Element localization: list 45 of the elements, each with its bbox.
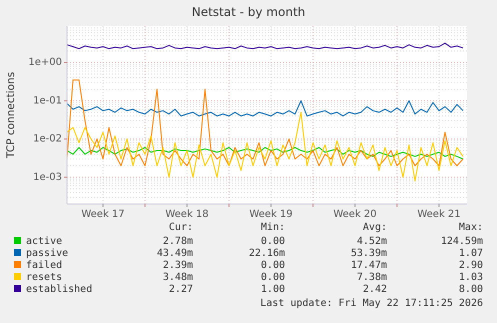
text: 7.38m: [356, 272, 387, 283]
text: 2.90: [458, 260, 483, 271]
y-tick-label: 1e-03: [33, 172, 62, 183]
text: 1.07: [458, 248, 483, 259]
y-tick-label: 1e-01: [33, 95, 62, 106]
text: 1.00: [260, 284, 285, 295]
text: 43.49m: [156, 248, 193, 259]
y-axis-title: TCP connections: [5, 72, 17, 160]
text: 22.16m: [248, 248, 285, 259]
line-series: [66, 79, 464, 166]
text: Last update: Fri May 22 17:11:25 2026: [260, 298, 483, 309]
legend-label: passive: [26, 248, 68, 259]
text: Avg:: [362, 222, 387, 233]
text: 1.03: [458, 272, 483, 283]
text: 0.00: [260, 272, 285, 283]
legend-label: resets: [26, 272, 62, 283]
x-tick-label: Week 21: [417, 209, 461, 220]
text: 0.00: [260, 260, 285, 271]
x-tick-label: Week 19: [249, 209, 293, 220]
text: 0.00: [260, 236, 285, 247]
text: 8.00: [458, 284, 483, 295]
text: 2.78m: [162, 236, 193, 247]
text: 2.39m: [162, 260, 193, 271]
x-tick-label: Week 18: [165, 209, 209, 220]
text: 2.42: [362, 284, 387, 295]
text: 17.47m: [350, 260, 387, 271]
text: Max:: [458, 222, 483, 233]
legend-label: active: [26, 236, 62, 247]
y-tick-label: 1e+00: [28, 57, 62, 68]
y-tick-label: 1e-02: [33, 134, 62, 145]
text: Min:: [260, 222, 285, 233]
text: 3.48m: [162, 272, 193, 283]
line-series: [66, 112, 464, 182]
line-series: [66, 146, 464, 160]
x-tick-label: Week 20: [333, 209, 377, 220]
legend-label: established: [26, 284, 92, 295]
text: 4.52m: [356, 236, 387, 247]
text: Cur:: [168, 222, 193, 233]
text: 2.27: [168, 284, 193, 295]
chart-title: Netstat - by month: [192, 5, 306, 19]
line-series: [66, 100, 464, 116]
text: 53.39m: [350, 248, 387, 259]
x-tick-label: Week 17: [81, 209, 125, 220]
legend-label: failed: [26, 260, 62, 271]
text: 124.59m: [440, 236, 483, 247]
